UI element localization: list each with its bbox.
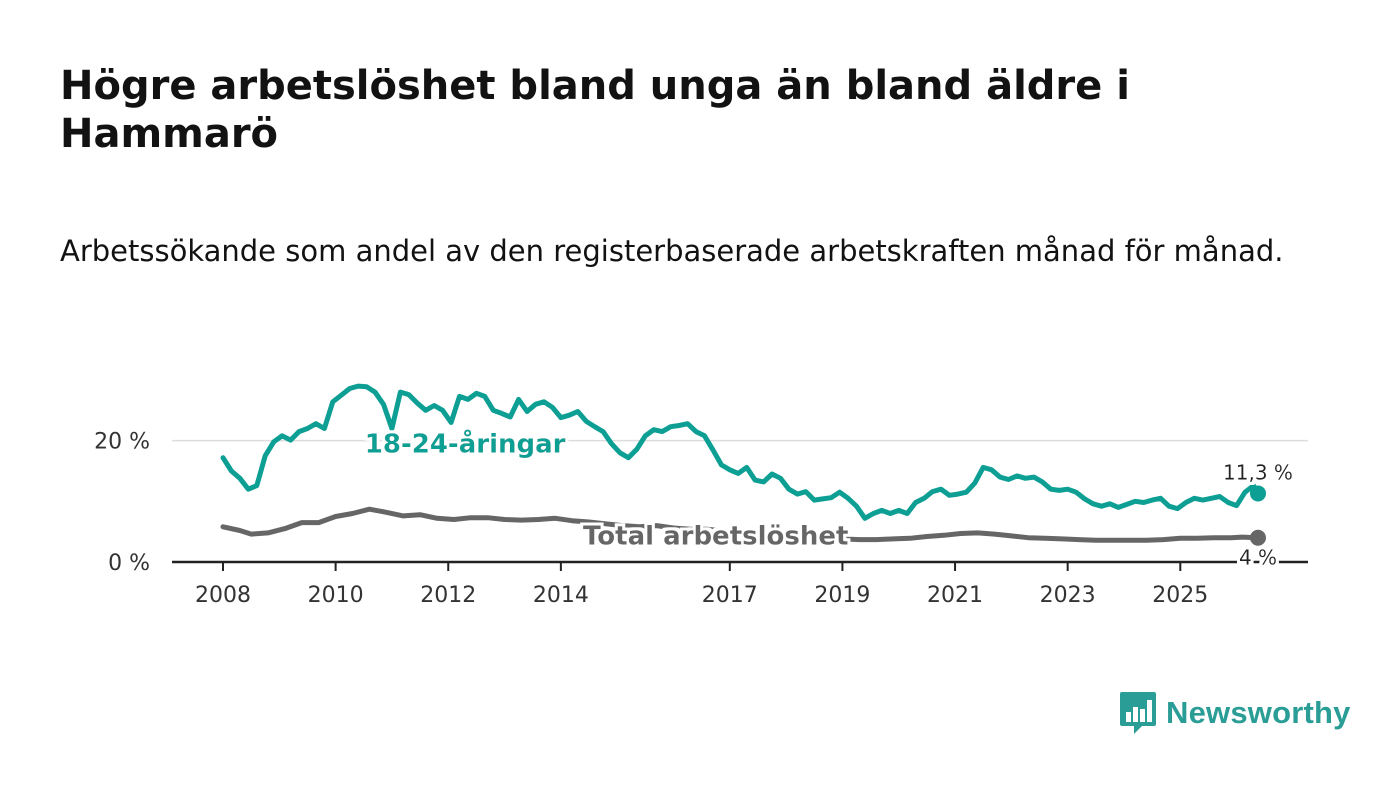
x-tick-label: 2025 [1152,583,1208,608]
y-tick-label: 0 % [108,551,150,576]
series-endpoint-total [1250,529,1266,546]
x-tick-label: 2012 [420,583,476,608]
newsworthy-logo-text: Newsworthy [1166,695,1351,730]
series-line-total [220,506,1261,543]
series-labels: 18-24-åringar 11,3 % Total arbetslöshet 4 % [365,428,1293,570]
x-tick-label: 2023 [1040,583,1096,608]
series-line-youth [220,383,1261,521]
x-tick-label: 2019 [814,583,870,608]
x-tick-label: 2010 [308,583,364,608]
x-tick-label: 2008 [195,583,251,608]
newsworthy-logo: Newsworthy [1118,690,1351,736]
x-tick-label: 2014 [533,583,589,608]
series-label-total: Total arbetslöshet [583,521,848,551]
chart-title: Högre arbetslöshet bland unga än bland ä… [60,63,1130,157]
x-tick-label: 2021 [927,583,983,608]
axes: 0 % 20 % 2008 2010 2012 2014 2017 2019 2021 2023 2… [94,430,1308,608]
last-value-label-total: 4 % [1239,546,1277,570]
series-label-youth: 18-24-åringar [365,428,566,460]
series-endpoint-youth [1250,485,1266,502]
chart-subtitle: Arbetssökande som andel av den registerb… [60,234,1284,268]
x-tick-label: 2017 [702,583,758,608]
y-tick-label: 20 % [94,430,150,455]
newsworthy-logo-icon [1120,692,1156,734]
last-value-label-youth: 11,3 % [1223,460,1293,484]
series-lines [220,383,1266,546]
